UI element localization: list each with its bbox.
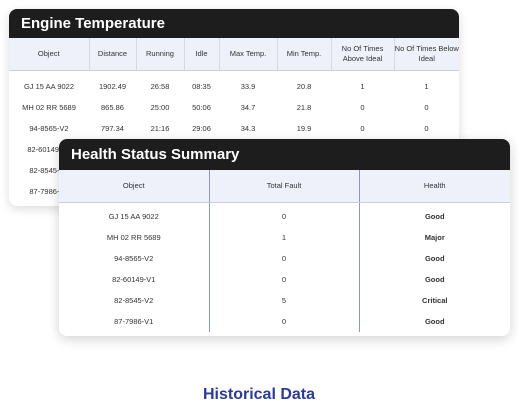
health-status-table: Object Total Fault Health GJ 15 AA 9022 0… xyxy=(59,170,510,332)
health-status-cell: Good xyxy=(424,212,445,222)
table-cell: 21:16 xyxy=(150,124,170,133)
health-status-cell: Critical xyxy=(422,296,448,305)
health-status-summary-card: Health Status Summary Object Total Fault… xyxy=(59,139,510,336)
table-row[interactable]: 82-8545-V2 xyxy=(9,160,459,181)
column-header-times-above-ideal[interactable]: No Of Times Above Ideal xyxy=(331,38,395,71)
health-status-summary-title: Health Status Summary xyxy=(59,139,510,170)
table-cell: 0 xyxy=(360,124,365,133)
table-cell: 25:00 xyxy=(150,103,170,112)
column-header-idle[interactable]: Idle xyxy=(184,38,220,71)
engine-temperature-table: Object Distance Running Idle Max Temp. M… xyxy=(9,38,459,202)
column-header-running[interactable]: Running xyxy=(136,38,185,71)
object-cell: GJ 15 AA 9022 xyxy=(59,202,210,227)
table-row[interactable]: 82-60149-V1 0 Good xyxy=(59,269,510,290)
table-cell: 08:35 xyxy=(192,82,211,92)
table-cell: GJ 15 AA 9022 xyxy=(23,82,75,92)
table-cell: 797.34 xyxy=(101,124,124,133)
engine-temperature-title: Engine Temperature xyxy=(9,9,459,38)
column-header-total-fault[interactable]: Total Fault xyxy=(209,170,360,203)
table-cell: 19.9 xyxy=(296,124,312,133)
object-cell: MH 02 RR 5689 xyxy=(59,227,210,248)
table-cell: MH 02 RR 5689 xyxy=(22,103,76,112)
table-row[interactable]: GJ 15 AA 9022 0 Good xyxy=(59,202,510,227)
historical-data-link[interactable]: Historical Data xyxy=(202,386,316,403)
column-header-health[interactable]: Health xyxy=(359,170,510,203)
table-row[interactable]: 82-60149-V1 xyxy=(9,139,459,160)
column-header-max-temp[interactable]: Max Temp. xyxy=(219,38,278,71)
column-header-object[interactable]: Object xyxy=(59,170,210,203)
table-cell: 0 xyxy=(424,103,429,112)
table-cell: 865.86 xyxy=(101,103,124,112)
table-cell: 82-60149-V1 xyxy=(27,145,71,154)
table-row[interactable]: 94-8565-V2 0 Good xyxy=(59,248,510,269)
table-cell: 21.8 xyxy=(296,103,312,112)
table-cell: 94-8565-V2 xyxy=(29,124,69,133)
table-cell: 26:58 xyxy=(150,82,170,92)
total-fault-cell: 0 xyxy=(209,311,360,332)
table-cell: 34.3 xyxy=(240,124,256,133)
table-row[interactable]: MH 02 RR 5689 1 Major xyxy=(59,227,510,248)
table-row[interactable]: GJ 15 AA 9022 1902.49 26:58 08:35 33.9 20.8 1 1 xyxy=(9,70,459,97)
total-fault-cell: 0 xyxy=(209,202,360,227)
total-fault-cell: 0 xyxy=(209,248,360,269)
table-cell: 1 xyxy=(424,82,429,92)
column-header-min-temp[interactable]: Min Temp. xyxy=(277,38,332,71)
total-fault-cell: 5 xyxy=(209,290,360,311)
table-cell: 87-7986-V1 xyxy=(29,187,69,196)
table-cell: 1 xyxy=(360,82,365,92)
object-cell: 87-7986-V1 xyxy=(59,311,210,332)
total-fault-cell: 1 xyxy=(209,227,360,248)
table-cell: 0 xyxy=(424,124,429,133)
health-status-cell: Good xyxy=(424,254,445,263)
object-cell: 82-60149-V1 xyxy=(59,269,210,290)
table-cell: 29:06 xyxy=(192,124,211,133)
table-cell: 0 xyxy=(360,103,365,112)
health-table-header-row: Object Total Fault Health xyxy=(59,170,510,203)
table-cell: 34.7 xyxy=(240,103,256,112)
health-status-cell: Good xyxy=(424,275,445,284)
table-row[interactable]: 94-8565-V2 797.34 21:16 29:06 34.3 19.9 0 0 xyxy=(9,118,459,139)
table-row[interactable]: 87-7986-V1 xyxy=(9,181,459,202)
table-cell: 82-8545-V2 xyxy=(29,166,69,175)
table-row[interactable]: 87-7986-V1 0 Good xyxy=(59,311,510,332)
engine-table-header-row: Object Distance Running Idle Max Temp. M… xyxy=(9,38,459,71)
table-row[interactable]: 82-8545-V2 5 Critical xyxy=(59,290,510,311)
table-row[interactable]: MH 02 RR 5689 865.86 25:00 50:06 34.7 21.8 0 0 xyxy=(9,97,459,118)
total-fault-cell: 0 xyxy=(209,269,360,290)
health-status-cell: Good xyxy=(424,317,445,326)
column-header-distance[interactable]: Distance xyxy=(89,38,137,71)
column-header-object[interactable]: Object xyxy=(9,38,90,71)
health-status-cell: Major xyxy=(424,233,445,242)
object-cell: 94-8565-V2 xyxy=(59,248,210,269)
table-cell: 33.9 xyxy=(240,82,256,92)
column-header-times-below-ideal[interactable]: No Of Times Below Ideal xyxy=(394,38,459,71)
table-cell: 50:06 xyxy=(192,103,211,112)
table-cell: 1902.49 xyxy=(98,82,127,92)
table-cell: 20.8 xyxy=(296,82,312,92)
object-cell: 82-8545-V2 xyxy=(59,290,210,311)
